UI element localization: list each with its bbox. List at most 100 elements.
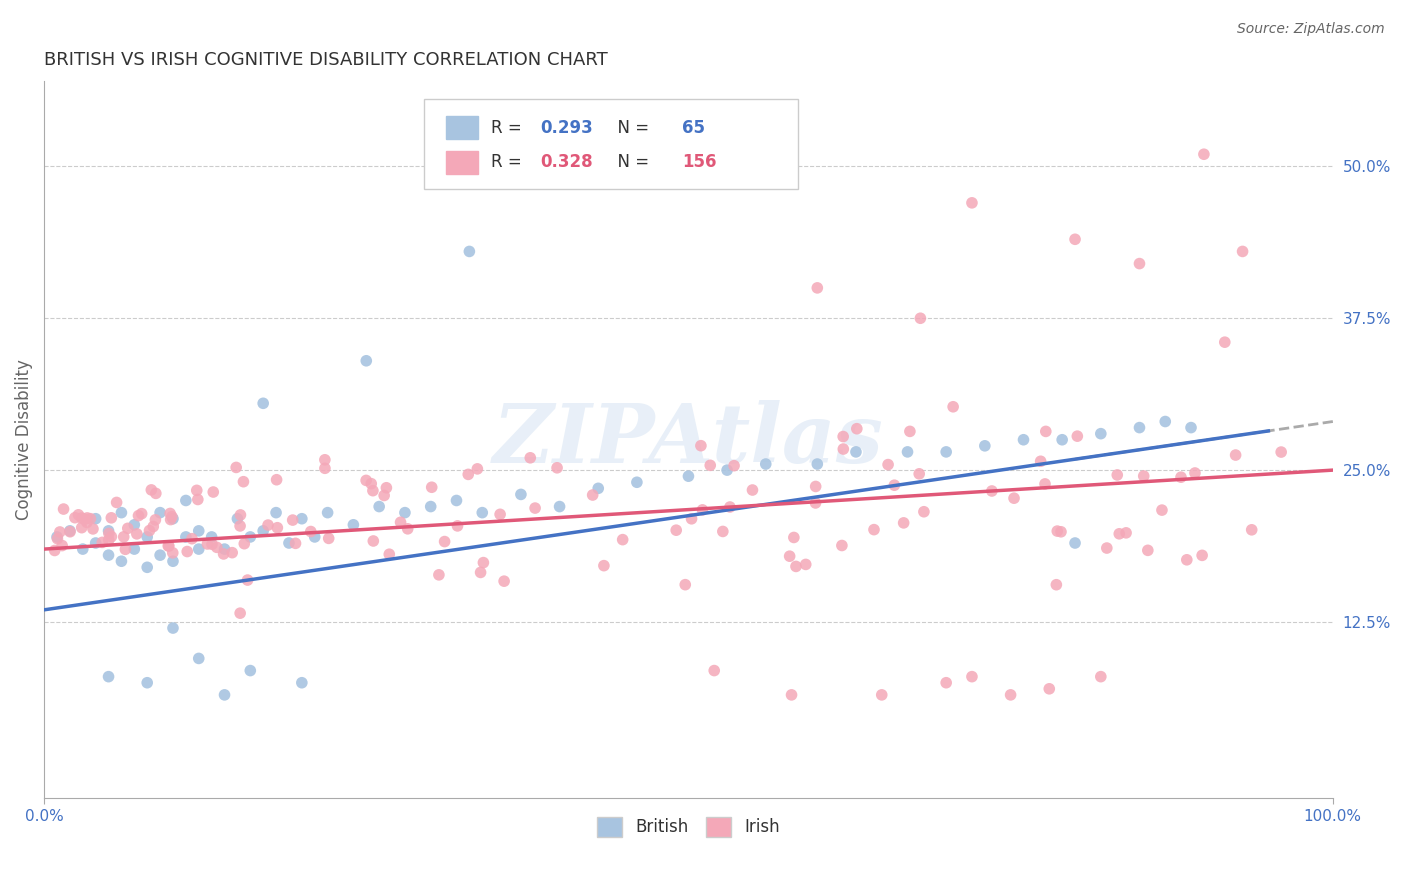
Point	[145, 486, 167, 500]
Point	[187, 524, 209, 538]
Point	[127, 508, 149, 523]
Point	[131, 507, 153, 521]
Point	[318, 532, 340, 546]
Point	[226, 512, 249, 526]
Point	[84, 512, 107, 526]
Point	[266, 473, 288, 487]
Point	[845, 422, 868, 436]
Point	[46, 530, 69, 544]
Point	[1150, 503, 1173, 517]
Point	[157, 539, 180, 553]
Point	[1108, 526, 1130, 541]
Point	[1240, 523, 1263, 537]
Point	[665, 523, 688, 537]
Point	[142, 519, 165, 533]
Point	[214, 542, 236, 557]
Point	[1115, 525, 1137, 540]
Point	[201, 530, 224, 544]
Point	[136, 675, 159, 690]
Point	[162, 554, 184, 568]
Point	[70, 521, 93, 535]
Point	[197, 537, 219, 551]
Point	[519, 450, 541, 465]
Point	[1035, 425, 1057, 439]
Point	[1029, 454, 1052, 468]
Point	[174, 493, 197, 508]
Point	[114, 542, 136, 557]
Point	[187, 542, 209, 557]
Point	[870, 688, 893, 702]
Point	[1192, 147, 1215, 161]
Point	[457, 467, 479, 482]
Point	[699, 458, 721, 473]
Point	[73, 512, 96, 526]
Point	[124, 542, 146, 557]
Point	[831, 539, 853, 553]
Point	[419, 500, 441, 514]
Point	[202, 485, 225, 500]
Point	[470, 566, 492, 580]
Point	[52, 502, 75, 516]
Text: N =: N =	[607, 119, 655, 136]
Point	[863, 523, 886, 537]
Text: BRITISH VS IRISH COGNITIVE DISABILITY CORRELATION CHART: BRITISH VS IRISH COGNITIVE DISABILITY CO…	[44, 51, 607, 69]
Point	[703, 664, 725, 678]
Point	[100, 530, 122, 544]
Point	[935, 675, 957, 690]
Point	[124, 517, 146, 532]
Point	[446, 519, 468, 533]
Point	[212, 547, 235, 561]
Point	[472, 556, 495, 570]
Point	[832, 442, 855, 456]
Point	[893, 516, 915, 530]
Point	[51, 539, 73, 553]
Point	[1154, 415, 1177, 429]
Point	[755, 457, 778, 471]
Point	[252, 524, 274, 538]
Point	[97, 524, 120, 538]
Point	[1064, 232, 1087, 246]
Point	[586, 481, 609, 495]
Point	[59, 524, 82, 538]
Point	[794, 558, 817, 572]
Point	[368, 500, 391, 514]
Point	[91, 535, 114, 549]
Point	[1170, 470, 1192, 484]
Point	[806, 281, 828, 295]
Point	[187, 492, 209, 507]
Text: Source: ZipAtlas.com: Source: ZipAtlas.com	[1237, 22, 1385, 37]
Point	[157, 539, 180, 553]
Point	[363, 533, 385, 548]
Point	[471, 506, 494, 520]
Point	[49, 524, 72, 539]
Point	[898, 425, 921, 439]
Point	[160, 509, 183, 524]
Point	[141, 483, 163, 497]
Point	[70, 511, 93, 525]
Point	[97, 670, 120, 684]
Point	[912, 505, 935, 519]
Point	[284, 536, 307, 550]
Point	[1000, 688, 1022, 702]
Point	[97, 526, 120, 541]
Point	[612, 533, 634, 547]
Point	[314, 452, 336, 467]
Point	[1184, 466, 1206, 480]
Point	[877, 458, 900, 472]
Point	[356, 353, 378, 368]
Point	[97, 548, 120, 562]
Point	[136, 560, 159, 574]
Point	[110, 506, 132, 520]
Point	[741, 483, 763, 497]
Text: 156: 156	[682, 153, 717, 171]
Point	[1270, 445, 1292, 459]
Point	[252, 396, 274, 410]
Point	[433, 534, 456, 549]
Point	[718, 500, 741, 514]
Point	[63, 510, 86, 524]
Point	[960, 195, 983, 210]
Point	[186, 483, 208, 498]
Point	[221, 546, 243, 560]
Point	[1038, 681, 1060, 696]
Point	[149, 506, 172, 520]
